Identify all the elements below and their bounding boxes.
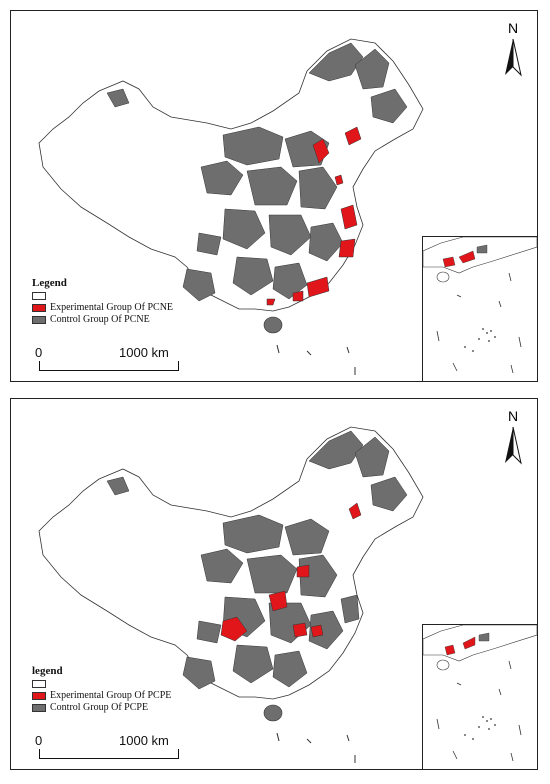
scale-zero: 0 xyxy=(35,345,43,360)
legend-pcpe: legend Experimental Group Of PCPE Contro… xyxy=(32,665,171,714)
swatch-other xyxy=(32,292,46,300)
map-panel-pcne: N Legend Experimental Group Of PCNE Cont… xyxy=(10,10,538,382)
scale-distance: 1000 km xyxy=(119,345,169,360)
north-arrow: N xyxy=(505,20,522,77)
legend-item-control: Control Group Of PCPE xyxy=(32,702,171,714)
legend-title: Legend xyxy=(32,277,67,289)
legend-item-experimental: Experimental Group Of PCPE xyxy=(32,690,171,702)
legend-item-other xyxy=(32,678,171,690)
hainan-island xyxy=(263,316,283,334)
china-map-pcne xyxy=(38,38,424,375)
legend-title: legend xyxy=(32,665,63,677)
scale-bar-pcne: 0 1000 km xyxy=(35,345,195,371)
scale-distance: 1000 km xyxy=(119,733,169,748)
south-china-sea-inset-pcne xyxy=(422,236,537,381)
north-label: N xyxy=(508,20,518,36)
north-label: N xyxy=(508,408,518,424)
experimental-regions-pcne xyxy=(266,126,362,306)
north-arrow: N xyxy=(505,408,522,465)
scale-line xyxy=(39,749,179,759)
experimental-regions-pcpe xyxy=(220,502,362,642)
china-map-pcpe xyxy=(38,426,424,763)
hainan-island xyxy=(263,704,283,722)
south-china-sea-inset-pcpe xyxy=(422,624,537,769)
swatch-control xyxy=(32,704,46,712)
swatch-experimental xyxy=(32,304,46,312)
south-sea-dashes xyxy=(276,344,356,375)
legend-item-experimental: Experimental Group Of PCNE xyxy=(32,302,173,314)
legend-item-control: Control Group Of PCNE xyxy=(32,314,173,326)
swatch-experimental xyxy=(32,692,46,700)
swatch-other xyxy=(32,680,46,688)
map-panel-pcpe: N legend Experimental Group Of PCPE Cont… xyxy=(10,398,538,770)
legend-pcne: Legend Experimental Group Of PCNE Contro… xyxy=(32,277,173,326)
swatch-control xyxy=(32,316,46,324)
scale-line xyxy=(39,361,179,371)
south-sea-dashes xyxy=(276,732,356,763)
legend-item-other xyxy=(32,290,173,302)
scale-bar-pcpe: 0 1000 km xyxy=(35,733,195,759)
control-regions-pcne xyxy=(106,42,408,302)
scale-zero: 0 xyxy=(35,733,43,748)
